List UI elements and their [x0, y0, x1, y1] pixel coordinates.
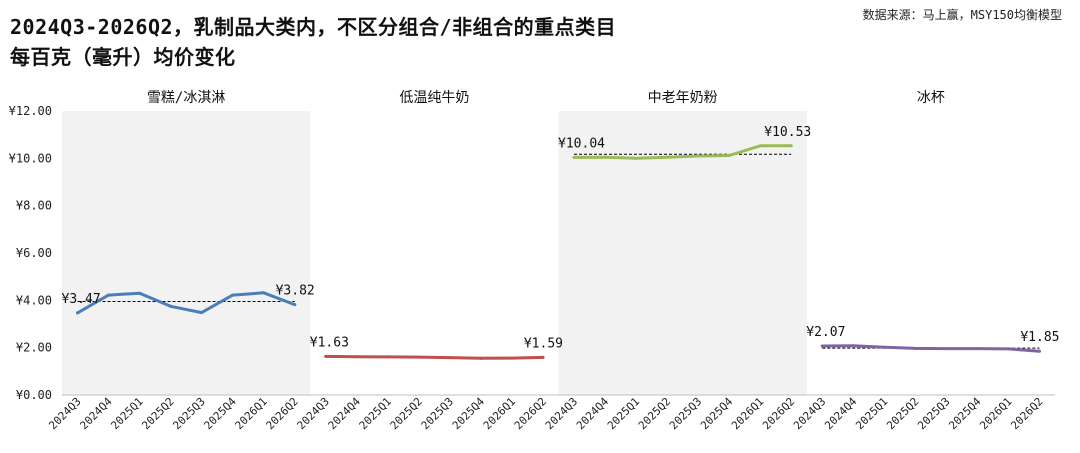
- y-tick-label: ¥4.00: [16, 293, 52, 307]
- x-tick-label: 2025Q1: [605, 395, 642, 432]
- y-tick-label: ¥12.00: [9, 104, 52, 118]
- data-point: [851, 344, 855, 348]
- panel-background: [62, 111, 311, 395]
- data-point: [758, 144, 762, 148]
- x-tick-label: 2026Q1: [233, 395, 270, 432]
- last-value-label: ¥1.59: [524, 336, 563, 351]
- x-tick-label: 2025Q1: [357, 395, 394, 432]
- chart-title-line1: 2024Q3-2026Q2，乳制品大类内，不区分组合/非组合的重点类目: [10, 15, 617, 39]
- x-tick-label: 2025Q2: [139, 395, 176, 432]
- x-tick-label: 2024Q3: [295, 395, 332, 432]
- x-tick-label: 2026Q1: [729, 395, 766, 432]
- data-point: [913, 346, 917, 350]
- x-tick-label: 2026Q1: [481, 395, 518, 432]
- x-tick-label: 2026Q2: [1008, 395, 1045, 432]
- first-value-label: ¥10.04: [558, 136, 605, 151]
- data-point: [293, 303, 297, 307]
- data-point: [944, 347, 948, 351]
- x-tick-label: 2024Q4: [822, 395, 860, 433]
- x-tick-label: 2024Q4: [574, 395, 612, 433]
- data-point: [231, 293, 235, 297]
- x-tick-label: 2026Q2: [512, 395, 549, 432]
- data-point: [355, 355, 359, 359]
- x-tick-label: 2025Q4: [201, 395, 239, 433]
- y-tick-label: ¥10.00: [9, 151, 52, 165]
- panel-background: [558, 111, 807, 395]
- panel-title: 中老年奶粉: [648, 90, 718, 106]
- x-tick-label: 2026Q1: [977, 395, 1014, 432]
- series-line: [324, 354, 545, 360]
- data-point: [1037, 349, 1041, 353]
- data-point: [634, 156, 638, 160]
- chart-title: 2024Q3-2026Q2，乳制品大类内，不区分组合/非组合的重点类目 每百克（…: [10, 12, 616, 72]
- data-point: [541, 355, 545, 359]
- data-source-note: 数据来源：马上赢，MSY150均衡模型: [862, 8, 1062, 22]
- data-point: [479, 356, 483, 360]
- x-tick-label: 2025Q3: [915, 395, 952, 432]
- panel-title: 低温纯牛奶: [399, 90, 469, 106]
- data-point: [665, 155, 669, 159]
- x-tick-label: 2025Q2: [884, 395, 921, 432]
- x-tick-label: 2026Q2: [264, 395, 301, 432]
- x-tick-label: 2025Q3: [667, 395, 704, 432]
- panel-title: 雪糕/冰淇淋: [147, 90, 225, 106]
- data-point: [882, 345, 886, 349]
- data-point: [169, 304, 173, 308]
- x-tick-label: 2025Q2: [388, 395, 425, 432]
- x-tick-label: 2026Q2: [760, 395, 797, 432]
- x-tick-label: 2025Q1: [108, 395, 145, 432]
- data-point: [138, 291, 142, 295]
- series-line: [820, 344, 1041, 353]
- data-point: [696, 154, 700, 158]
- series-line: [76, 291, 297, 315]
- last-value-label: ¥1.85: [1020, 330, 1059, 345]
- data-point: [510, 356, 514, 360]
- data-point: [107, 293, 111, 297]
- x-tick-label: 2024Q4: [77, 395, 115, 433]
- chart-title-line2: 每百克（毫升）均价变化: [10, 45, 236, 69]
- data-point: [262, 291, 266, 295]
- data-point: [572, 155, 576, 159]
- x-tick-label: 2025Q4: [450, 395, 488, 433]
- last-value-label: ¥3.82: [276, 284, 315, 299]
- y-tick-label: ¥8.00: [16, 199, 52, 213]
- first-value-label: ¥1.63: [310, 335, 349, 350]
- series-line: [572, 144, 793, 160]
- data-point: [603, 155, 607, 159]
- data-point: [448, 356, 452, 360]
- panel-title: 冰杯: [917, 90, 945, 106]
- x-tick-label: 2025Q1: [853, 395, 890, 432]
- last-value-label: ¥10.53: [764, 125, 811, 140]
- data-point: [200, 311, 204, 315]
- data-point: [789, 144, 793, 148]
- x-tick-label: 2025Q3: [419, 395, 456, 432]
- x-tick-label: 2025Q4: [698, 395, 736, 433]
- data-point: [820, 344, 824, 348]
- data-point: [76, 311, 80, 315]
- y-tick-label: ¥0.00: [16, 388, 52, 402]
- data-point: [1006, 347, 1010, 351]
- x-tick-label: 2024Q3: [543, 395, 580, 432]
- x-tick-label: 2024Q4: [326, 395, 364, 433]
- data-point: [975, 347, 979, 351]
- first-value-label: ¥3.47: [62, 292, 101, 307]
- data-point: [727, 153, 731, 157]
- data-point: [386, 355, 390, 359]
- data-point: [324, 354, 328, 358]
- x-tick-label: 2025Q2: [636, 395, 673, 432]
- y-tick-label: ¥6.00: [16, 246, 52, 260]
- first-value-label: ¥2.07: [806, 325, 845, 340]
- x-tick-label: 2025Q3: [170, 395, 207, 432]
- y-tick-label: ¥2.00: [16, 341, 52, 355]
- data-point: [417, 355, 421, 359]
- x-tick-label: 2024Q3: [791, 395, 828, 432]
- x-tick-label: 2025Q4: [946, 395, 984, 433]
